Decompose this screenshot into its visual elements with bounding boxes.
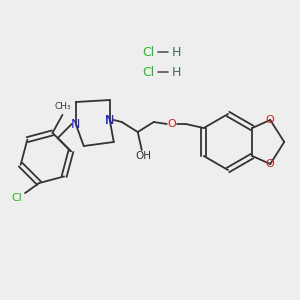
Text: N: N xyxy=(105,113,114,127)
Text: O: O xyxy=(266,159,274,169)
Text: OH: OH xyxy=(136,151,152,161)
Text: H: H xyxy=(171,65,181,79)
Text: CH₃: CH₃ xyxy=(54,102,71,111)
Text: O: O xyxy=(266,115,274,125)
Text: N: N xyxy=(105,113,114,127)
Text: Cl: Cl xyxy=(142,46,154,59)
Text: O: O xyxy=(167,119,176,129)
Text: N: N xyxy=(71,118,80,130)
Text: Cl: Cl xyxy=(142,65,154,79)
Text: H: H xyxy=(171,46,181,59)
Text: Cl: Cl xyxy=(12,193,22,203)
